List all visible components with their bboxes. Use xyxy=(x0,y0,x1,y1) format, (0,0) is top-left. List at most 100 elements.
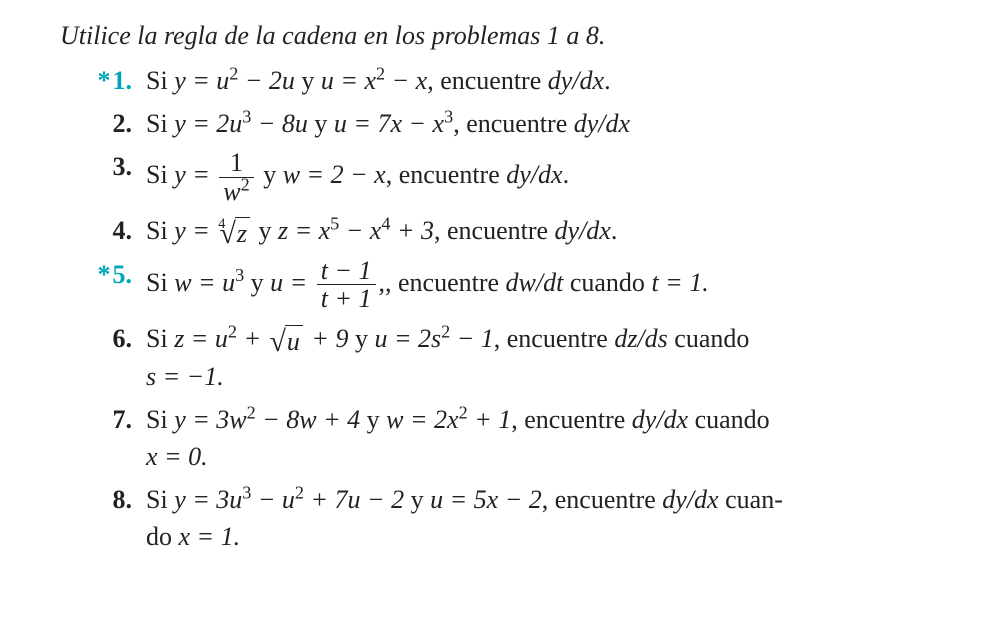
text: y xyxy=(308,109,334,138)
math: u xyxy=(295,109,308,138)
exp: 2 xyxy=(376,63,385,83)
text: , encuentre xyxy=(453,109,574,138)
math: − u xyxy=(251,485,295,514)
exp: 3 xyxy=(235,265,244,285)
text: y xyxy=(348,324,374,353)
problem-body: Si y = 2u3 − 8u y u = 7x − x3, encuentre… xyxy=(146,106,968,141)
text: Si xyxy=(146,216,174,245)
math: u xyxy=(216,66,229,95)
math: s = −1. xyxy=(146,362,224,391)
problem-body: Si y = 4√z y z = x5 − x4 + 3, encuentre … xyxy=(146,213,968,249)
text: Si xyxy=(146,160,174,189)
problem-number: 2. xyxy=(60,106,146,141)
exp: 3 xyxy=(242,107,251,127)
text: . xyxy=(563,160,570,189)
text: y xyxy=(257,160,283,189)
problem-number: *5. xyxy=(60,257,146,292)
text: cuando xyxy=(563,268,651,297)
math: x = 0. xyxy=(146,442,208,471)
math: − 2 xyxy=(238,66,282,95)
text: Si xyxy=(146,268,174,297)
math: + 9 xyxy=(305,324,349,353)
problem-7: 7. Si y = 3w2 − 8w + 4 y w = 2x2 + 1, en… xyxy=(60,402,968,474)
text: y xyxy=(252,216,278,245)
math: u = xyxy=(270,268,314,297)
math: w = 2 − x xyxy=(283,160,386,189)
denominator: t + 1 xyxy=(317,285,376,312)
square-root: √u xyxy=(270,325,303,357)
math: u = 2s xyxy=(374,324,441,353)
text: cuan- xyxy=(719,485,783,514)
math: x xyxy=(364,66,376,95)
radicand: z xyxy=(235,217,250,249)
math: − 8 xyxy=(251,109,295,138)
exp: 2 xyxy=(441,321,450,341)
math: + 7u − 2 xyxy=(304,485,404,514)
text: , encuentre xyxy=(434,216,555,245)
math: − x xyxy=(339,216,381,245)
problem-number: 4. xyxy=(60,213,146,248)
text: y xyxy=(404,485,430,514)
problem-body: Si y = 3u3 − u2 + 7u − 2 y u = 5x − 2, e… xyxy=(146,482,968,554)
math: dy/dx xyxy=(555,216,611,245)
math: y = 3w xyxy=(174,405,246,434)
math: dy/dx xyxy=(506,160,562,189)
math: dy/dx xyxy=(548,66,604,95)
problem-3: 3. Si y = 1w2 y w = 2 − x, encuentre dy/… xyxy=(60,149,968,205)
star-icon: * xyxy=(98,66,111,95)
math: y xyxy=(174,66,186,95)
math: u = 7x − x xyxy=(334,109,444,138)
numerator: t − 1 xyxy=(317,257,376,285)
problem-body: Si y = u2 − 2u y u = x2 − x, encuentre d… xyxy=(146,63,968,98)
text: Si xyxy=(146,485,174,514)
problem-1: *1. Si y = u2 − 2u y u = x2 − x, encuent… xyxy=(60,63,968,98)
number-label: 3. xyxy=(113,152,133,181)
number-label: 6. xyxy=(113,324,133,353)
instruction-header: Utilice la regla de la cadena en los pro… xyxy=(60,18,968,53)
radical-icon: √ xyxy=(219,219,235,249)
math: x = 1. xyxy=(179,522,241,551)
math: dy/dx xyxy=(574,109,630,138)
radicand: u xyxy=(285,325,303,357)
radical-icon: √ xyxy=(270,327,286,357)
problem-number: 8. xyxy=(60,482,146,517)
text: , encuentre xyxy=(494,324,615,353)
math: t = 1. xyxy=(651,268,708,297)
problem-body: Si z = u2 + √u + 9 y u = 2s2 − 1, encuen… xyxy=(146,321,968,394)
text: do xyxy=(146,522,179,551)
math: + 1 xyxy=(468,405,512,434)
problem-body: Si y = 3w2 − 8w + 4 y w = 2x2 + 1, encue… xyxy=(146,402,968,474)
math: z = u xyxy=(174,324,228,353)
problem-8: 8. Si y = 3u3 − u2 + 7u − 2 y u = 5x − 2… xyxy=(60,482,968,554)
math: − 1 xyxy=(450,324,494,353)
text: Si xyxy=(146,405,174,434)
number-label: 5. xyxy=(113,260,133,289)
number-label: 4. xyxy=(113,216,133,245)
nth-root: 4√z xyxy=(218,217,250,249)
problem-number: *1. xyxy=(60,63,146,98)
fraction: t − 1t + 1 xyxy=(317,257,376,313)
exp: 2 xyxy=(241,174,250,194)
text: cuando xyxy=(688,405,770,434)
number-label: 2. xyxy=(113,109,133,138)
problem-5: *5. Si w = u3 y u = t − 1t + 1,, encuent… xyxy=(60,257,968,313)
exp: 3 xyxy=(242,482,251,502)
exp: 2 xyxy=(459,402,468,422)
problem-number: 3. xyxy=(60,149,146,184)
text: Si xyxy=(146,66,174,95)
math: u xyxy=(282,66,295,95)
exp: 2 xyxy=(228,321,237,341)
text: , encuentre xyxy=(542,485,663,514)
math: y = 3u xyxy=(174,485,242,514)
problem-2: 2. Si y = 2u3 − 8u y u = 7x − x3, encuen… xyxy=(60,106,968,141)
text: , encuentre xyxy=(511,405,632,434)
problem-4: 4. Si y = 4√z y z = x5 − x4 + 3, encuent… xyxy=(60,213,968,249)
math: w = u xyxy=(174,268,235,297)
number-label: 1. xyxy=(113,66,133,95)
number-label: 8. xyxy=(113,485,133,514)
math: u = 5x − 2 xyxy=(430,485,542,514)
math: + xyxy=(237,324,268,353)
text: y xyxy=(360,405,386,434)
math: dw/dt xyxy=(506,268,564,297)
page: Utilice la regla de la cadena en los pro… xyxy=(0,0,1008,582)
